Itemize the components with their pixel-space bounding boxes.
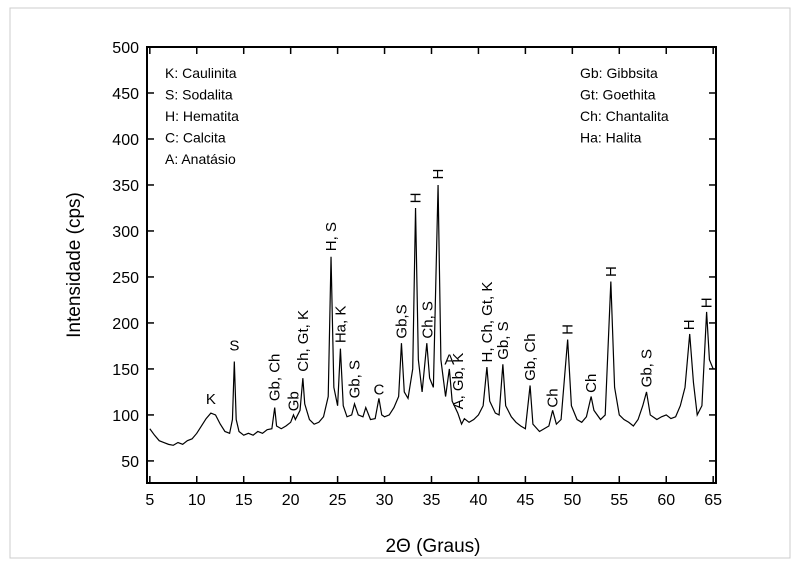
peak-label: H xyxy=(699,297,716,308)
plot-frame xyxy=(146,46,717,484)
peak-label: H xyxy=(560,324,577,335)
peak-label: C xyxy=(373,382,384,399)
y-tick-label: 200 xyxy=(112,316,139,333)
page-border xyxy=(9,7,791,559)
peak-label: Gb, Ch xyxy=(267,354,284,402)
peak-label: A xyxy=(444,351,454,368)
y-tick-label: 50 xyxy=(121,454,139,471)
legend-text: Gt: Goethita xyxy=(580,87,656,103)
legend-text: S: Sodalita xyxy=(165,87,233,103)
data-line xyxy=(149,184,714,446)
x-tick-label: 10 xyxy=(188,492,206,509)
x-axis-label: 2Θ (Graus) xyxy=(385,536,480,557)
peak-label: Gb,S xyxy=(393,304,410,338)
y-tick-label: 100 xyxy=(112,408,139,425)
x-tick-label: 35 xyxy=(423,492,441,509)
x-tick-label: 45 xyxy=(516,492,534,509)
legend-text: Ha: Halita xyxy=(580,130,642,146)
x-tick-label: 65 xyxy=(704,492,722,509)
peak-label: Ha, K xyxy=(332,306,349,344)
peak-label: H xyxy=(681,319,698,330)
x-tick-label: 20 xyxy=(282,492,300,509)
peak-label: Gb xyxy=(285,391,302,411)
legend-text: A: Anatásio xyxy=(165,151,236,167)
legend-text: K: Caulinita xyxy=(165,65,237,81)
x-tick-label: 5 xyxy=(145,492,154,509)
peak-label: H xyxy=(430,169,447,180)
y-tick-label: 150 xyxy=(112,362,139,379)
y-axis-label: Intensidade (cps) xyxy=(64,192,85,338)
peak-label: H, Ch, Gt, K xyxy=(479,282,496,363)
y-tick-label: 350 xyxy=(112,178,139,195)
y-tick-label: 500 xyxy=(112,40,139,57)
peak-label: Gb, S xyxy=(639,349,656,387)
x-tick-label: 50 xyxy=(563,492,581,509)
y-tick-label: 400 xyxy=(112,132,139,149)
x-tick-label: 30 xyxy=(376,492,394,509)
peak-label: Gb, S xyxy=(495,321,512,359)
x-tick-label: 60 xyxy=(657,492,675,509)
x-tick-label: 25 xyxy=(329,492,347,509)
peak-label: Ch, S xyxy=(420,301,437,339)
peak-label: Ch, Gt, K xyxy=(295,310,312,372)
x-tick-label: 40 xyxy=(470,492,488,509)
legend-text: Ch: Chantalita xyxy=(580,108,669,124)
peak-label: Gb, Ch xyxy=(522,333,539,381)
peak-label: K xyxy=(206,391,216,408)
peak-label: A, Gb, K xyxy=(450,353,467,410)
x-tick-label: 55 xyxy=(610,492,628,509)
y-tick-label: 250 xyxy=(112,270,139,287)
peak-label: Ch xyxy=(545,388,562,407)
legend-text: Gb: Gibbsita xyxy=(580,65,658,81)
x-tick-label: 15 xyxy=(235,492,253,509)
peak-label: H xyxy=(408,193,425,204)
peak-label: H xyxy=(603,266,620,277)
y-tick-label: 450 xyxy=(112,86,139,103)
peak-label: S xyxy=(229,338,239,355)
legend-text: H: Hematita xyxy=(165,108,239,124)
peak-label: Ch xyxy=(583,374,600,393)
peak-label: H, S xyxy=(323,222,340,251)
y-tick-label: 300 xyxy=(112,224,139,241)
peak-label: Gb, S xyxy=(347,360,364,398)
legend-text: C: Calcita xyxy=(165,130,226,146)
